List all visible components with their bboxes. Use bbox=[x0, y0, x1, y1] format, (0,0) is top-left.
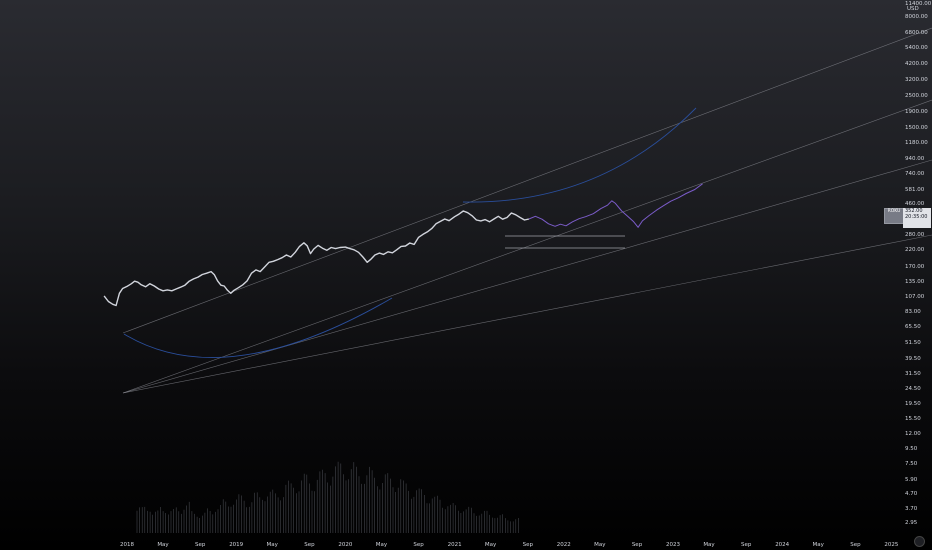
x-tick-label: May bbox=[813, 542, 825, 548]
last-price-value: 352.00 bbox=[905, 208, 923, 214]
y-tick-label: 280.00 bbox=[905, 232, 925, 238]
y-tick-label: 581.00 bbox=[905, 187, 925, 193]
y-tick-label: 83.00 bbox=[905, 309, 921, 315]
y-tick-label: 1180.00 bbox=[905, 140, 928, 146]
price-series bbox=[103, 210, 530, 307]
x-tick-label: May bbox=[267, 542, 279, 548]
x-tick-label: 2021 bbox=[448, 542, 462, 548]
channel-line bbox=[122, 99, 932, 394]
last-price-badge: 352.00 20:35:00 bbox=[903, 208, 931, 228]
channel-line bbox=[122, 234, 932, 394]
y-tick-label: 940.00 bbox=[905, 156, 925, 162]
y-tick-label: 39.50 bbox=[905, 356, 921, 362]
y-tick-label: 4200.00 bbox=[905, 61, 928, 67]
y-tick-label: 5400.00 bbox=[905, 45, 928, 51]
settings-icon[interactable] bbox=[914, 536, 925, 547]
last-price-time: 20:35:00 bbox=[905, 214, 928, 220]
y-tick-label: 107.00 bbox=[905, 294, 925, 300]
time-axis[interactable]: 2018 May Sep 2019 May Sep 2020 May Sep 2021 May Sep… bbox=[120, 542, 899, 548]
x-tick-label: Sep bbox=[523, 542, 534, 548]
projection-series bbox=[528, 183, 703, 228]
y-tick-label: 24.50 bbox=[905, 386, 921, 392]
y-tick-label: 5.90 bbox=[905, 477, 918, 483]
x-tick-label: Sep bbox=[304, 542, 315, 548]
trend-channel bbox=[122, 27, 932, 394]
y-tick-label: 1500.00 bbox=[905, 125, 928, 131]
x-tick-label: 2023 bbox=[666, 542, 680, 548]
volume-histogram bbox=[136, 461, 519, 533]
x-tick-label: Sep bbox=[850, 542, 861, 548]
x-tick-label: 2022 bbox=[557, 542, 571, 548]
x-tick-label: 2018 bbox=[120, 542, 134, 548]
channel-line bbox=[122, 159, 932, 394]
x-tick-label: May bbox=[485, 542, 497, 548]
y-tick-label: 9.50 bbox=[905, 446, 918, 452]
y-tick-label: 135.00 bbox=[905, 279, 925, 285]
y-tick-label: 740.00 bbox=[905, 171, 925, 177]
price-axis[interactable]: 11400.00 8000.00 6800.00 5400.00 4200.00 3200… bbox=[905, 1, 932, 526]
y-tick-label: 3200.00 bbox=[905, 77, 928, 83]
x-tick-label: Sep bbox=[195, 542, 206, 548]
ticker-badge: ROKU bbox=[884, 208, 904, 224]
x-tick-label: Sep bbox=[413, 542, 424, 548]
y-unit-label: USD bbox=[907, 6, 919, 12]
x-tick-label: May bbox=[157, 542, 169, 548]
y-tick-label: 170.00 bbox=[905, 264, 925, 270]
y-tick-label: 7.50 bbox=[905, 461, 918, 467]
y-tick-label: 3.70 bbox=[905, 506, 918, 512]
y-tick-label: 4.70 bbox=[905, 491, 918, 497]
channel-line bbox=[122, 27, 932, 334]
y-tick-label: 2500.00 bbox=[905, 93, 928, 99]
x-tick-label: May bbox=[594, 542, 606, 548]
y-tick-label: 31.50 bbox=[905, 371, 921, 377]
x-tick-label: Sep bbox=[741, 542, 752, 548]
y-tick-label: 15.50 bbox=[905, 416, 921, 422]
y-tick-label: 19.50 bbox=[905, 401, 921, 407]
y-tick-label: 2.95 bbox=[905, 520, 918, 526]
x-tick-label: May bbox=[376, 542, 388, 548]
x-tick-label: May bbox=[703, 542, 715, 548]
x-tick-label: 2020 bbox=[338, 542, 352, 548]
x-tick-label: 2024 bbox=[775, 542, 789, 548]
support-lines bbox=[505, 235, 625, 249]
y-tick-label: 11400.00 bbox=[905, 1, 932, 7]
y-tick-label: 220.00 bbox=[905, 247, 925, 253]
ticker-symbol: ROKU bbox=[887, 209, 901, 214]
x-tick-label: 2019 bbox=[229, 542, 243, 548]
y-tick-label: 8000.00 bbox=[905, 14, 928, 20]
y-tick-label: 51.50 bbox=[905, 340, 921, 346]
x-tick-label: Sep bbox=[632, 542, 643, 548]
y-tick-label: 460.00 bbox=[905, 201, 925, 207]
curve-arcs bbox=[123, 107, 697, 358]
y-tick-label: 6800.00 bbox=[905, 30, 928, 36]
y-tick-label: 65.50 bbox=[905, 324, 921, 330]
price-line bbox=[103, 210, 530, 307]
y-tick-label: 1900.00 bbox=[905, 109, 928, 115]
arc-2019-2020 bbox=[123, 297, 393, 358]
projection-line bbox=[528, 183, 703, 228]
x-tick-label: 2025 bbox=[884, 542, 898, 548]
y-tick-label: 12.00 bbox=[905, 431, 921, 437]
arc-2021-2023 bbox=[462, 107, 697, 203]
